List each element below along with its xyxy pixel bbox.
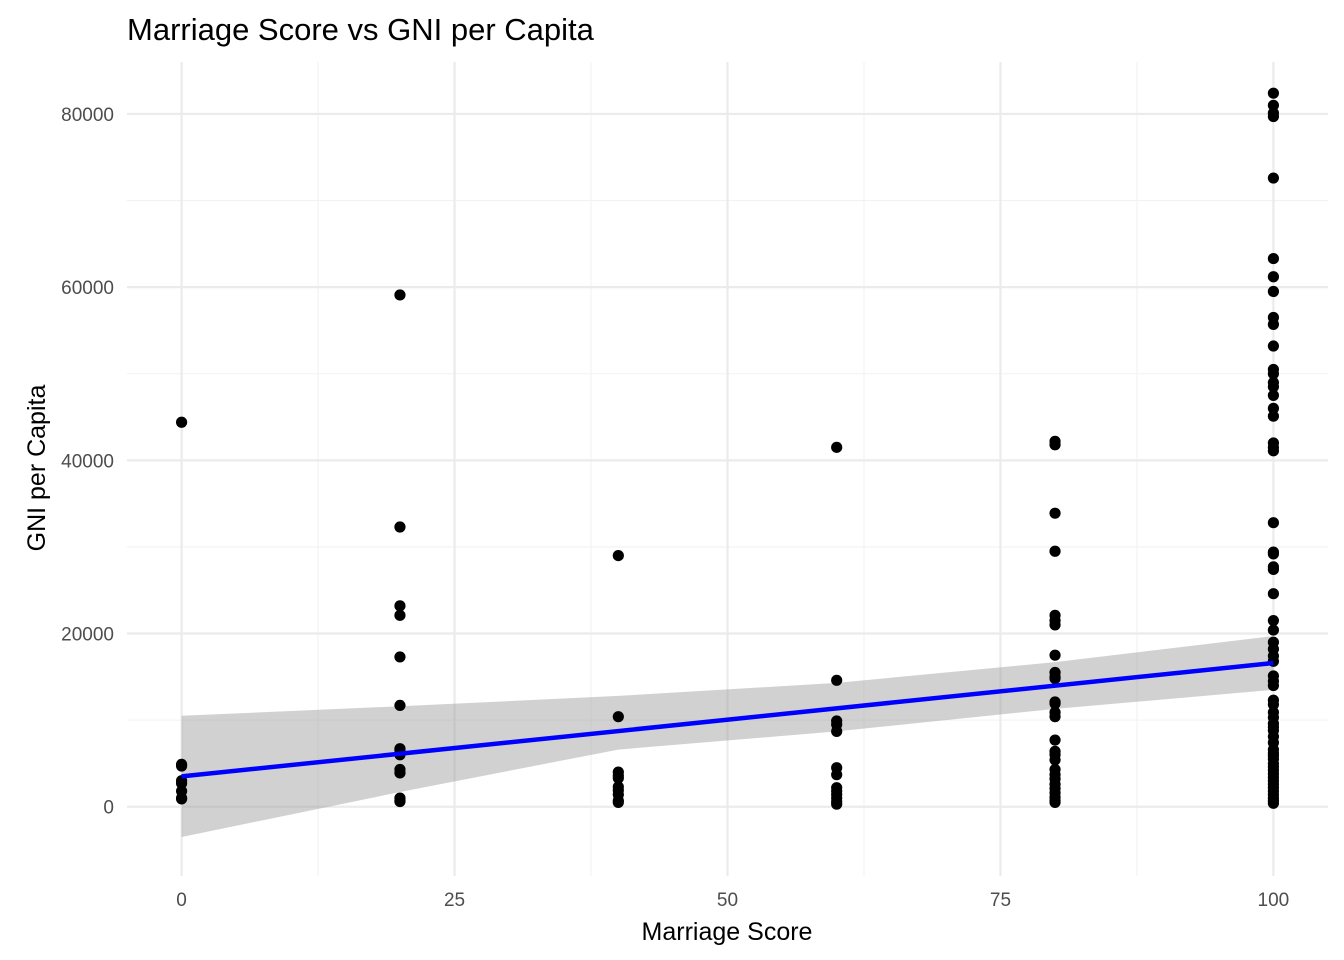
data-point bbox=[1267, 99, 1280, 111]
confidence-band bbox=[181, 636, 1274, 838]
data-point bbox=[1267, 340, 1280, 352]
data-point bbox=[1267, 389, 1280, 401]
x-tick-label: 75 bbox=[990, 890, 1011, 911]
data-point bbox=[1049, 619, 1061, 631]
data-point bbox=[831, 769, 843, 781]
tick-labels: 0 25 50 75 100 0 20000 40000 60000 80000 bbox=[61, 105, 1289, 911]
data-point bbox=[1049, 439, 1061, 451]
data-point bbox=[394, 289, 406, 301]
data-point bbox=[175, 777, 188, 789]
data-point bbox=[1267, 563, 1280, 576]
data-point bbox=[1049, 711, 1061, 723]
x-tick-label: 100 bbox=[1258, 890, 1290, 911]
data-point bbox=[175, 416, 188, 428]
data-point bbox=[1267, 410, 1280, 422]
data-point bbox=[394, 609, 406, 621]
data-point bbox=[394, 521, 406, 533]
data-point bbox=[612, 711, 624, 723]
data-point bbox=[1267, 271, 1280, 283]
x-tick-label: 25 bbox=[444, 890, 465, 911]
data-point bbox=[612, 796, 624, 808]
data-point bbox=[394, 699, 406, 712]
y-tick-label: 20000 bbox=[61, 625, 114, 646]
data-point bbox=[1049, 545, 1061, 557]
data-point bbox=[1267, 517, 1280, 529]
chart-title: Marriage Score vs GNI per Capita bbox=[127, 12, 595, 47]
data-point bbox=[1049, 754, 1061, 766]
data-point bbox=[1049, 796, 1061, 808]
data-point bbox=[1267, 588, 1280, 600]
y-tick-label: 0 bbox=[103, 798, 114, 819]
data-point bbox=[1267, 318, 1280, 330]
data-point bbox=[394, 795, 406, 808]
data-point bbox=[175, 793, 188, 805]
data-point bbox=[1267, 624, 1280, 636]
data-point bbox=[1267, 445, 1280, 457]
data-point bbox=[1267, 698, 1280, 711]
x-axis-title: Marriage Score bbox=[642, 918, 813, 946]
confidence-band-layer bbox=[181, 636, 1274, 838]
data-points bbox=[175, 87, 1280, 810]
data-point bbox=[831, 725, 843, 737]
data-point bbox=[1049, 649, 1061, 661]
data-point bbox=[394, 767, 406, 779]
y-axis-title: GNI per Capita bbox=[23, 385, 51, 552]
data-point bbox=[1267, 679, 1280, 692]
y-tick-label: 80000 bbox=[61, 105, 114, 126]
x-tick-label: 50 bbox=[717, 890, 738, 911]
data-point bbox=[1267, 110, 1280, 123]
data-point bbox=[1267, 368, 1280, 380]
data-point bbox=[1267, 548, 1280, 560]
data-point bbox=[1049, 672, 1061, 685]
data-point bbox=[1267, 285, 1280, 298]
fit-line-layer bbox=[181, 660, 1274, 779]
x-tick-label: 0 bbox=[176, 890, 187, 911]
data-point bbox=[175, 760, 188, 772]
data-point bbox=[1049, 507, 1061, 519]
y-tick-label: 60000 bbox=[61, 278, 114, 299]
data-point bbox=[831, 674, 843, 686]
data-point bbox=[1267, 172, 1280, 184]
data-point bbox=[612, 772, 624, 784]
data-point bbox=[831, 798, 843, 810]
data-point bbox=[1267, 797, 1280, 809]
data-point bbox=[1267, 381, 1280, 393]
data-point bbox=[1049, 734, 1061, 746]
data-point bbox=[1267, 614, 1280, 627]
data-point bbox=[394, 600, 406, 612]
fit-line bbox=[181, 660, 1274, 779]
data-point bbox=[1267, 87, 1280, 99]
data-point bbox=[394, 651, 406, 663]
data-point bbox=[831, 441, 843, 453]
y-tick-label: 40000 bbox=[61, 451, 114, 472]
data-point bbox=[1049, 698, 1061, 710]
data-point bbox=[1267, 252, 1280, 265]
data-point bbox=[612, 549, 624, 562]
data-point bbox=[1267, 402, 1280, 414]
